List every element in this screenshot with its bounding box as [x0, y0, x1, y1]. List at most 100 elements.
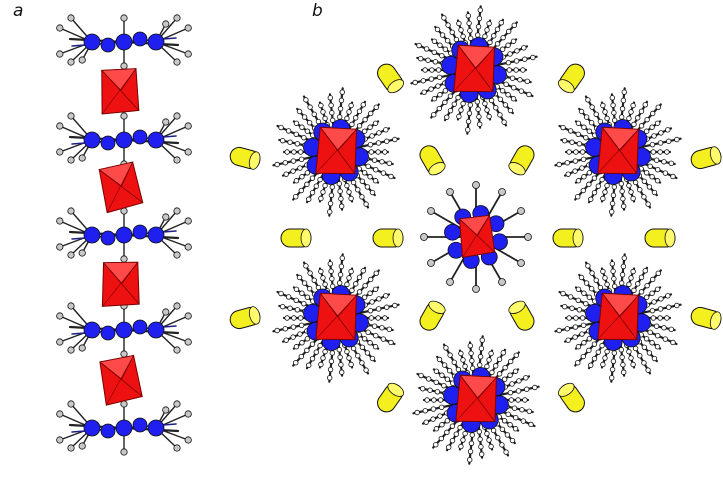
hydrogen-atom: [287, 305, 293, 311]
octahedron-edge: [98, 169, 144, 204]
hydrogen-atom: [416, 42, 422, 49]
nitrogen-atom: [83, 33, 101, 51]
hydrogen-atom: [573, 315, 579, 321]
counterion-end: [248, 306, 261, 325]
hydrogen-atom: [303, 263, 309, 269]
hydrogen-atom: [641, 360, 647, 366]
hydrogen-atom: [375, 140, 382, 146]
hydrogen-atom: [309, 189, 316, 196]
hydrogen-atom: [368, 149, 375, 155]
hydrogen-atom: [430, 406, 437, 412]
hydrogen-atom: [467, 35, 474, 41]
hydrogen-atom: [647, 329, 653, 336]
hydrogen-atom: [441, 362, 448, 368]
nitrogen-atom: [147, 33, 165, 51]
hydrogen-atom: [645, 201, 651, 207]
counterion-end: [387, 382, 405, 397]
hydrogen-atom: [296, 108, 303, 115]
hydrogen-atom: [649, 110, 656, 117]
hydrogen-atom: [433, 426, 440, 432]
hydrogen-atom: [184, 436, 192, 444]
hydrogen-atom: [458, 350, 464, 357]
counterion-cylinder: [690, 146, 722, 170]
hydrogen-atom: [320, 189, 326, 195]
hydrogen-atom: [493, 363, 499, 369]
hydrogen-atom: [602, 355, 608, 361]
hydrogen-atom: [585, 97, 591, 103]
hydrogen-atom: [355, 186, 361, 193]
hydrogen-atom: [356, 108, 363, 115]
hydrogen-atom: [498, 188, 506, 196]
nitrogen-atom: [83, 321, 101, 339]
hydrogen-atom: [460, 357, 466, 363]
hydrogen-atom: [56, 217, 64, 225]
hydrogen-atom: [380, 170, 387, 176]
hydrogen-atom: [328, 102, 334, 108]
counterion-end: [392, 228, 404, 248]
hydrogen-atom: [626, 182, 632, 189]
hydrogen-atom: [657, 315, 663, 321]
hydrogen-atom: [337, 106, 344, 112]
hydrogen-atom: [284, 149, 290, 155]
metal-octahedron: [453, 44, 496, 93]
hydrogen-atom: [361, 170, 368, 176]
hydrogen-atom: [368, 315, 375, 321]
hydrogen-atom: [436, 356, 443, 363]
hydrogen-atom: [322, 115, 328, 122]
hydrogen-atom: [472, 181, 480, 189]
hydrogen-atom: [422, 408, 428, 414]
hydrogen-atom: [336, 181, 343, 187]
hydrogen-atom: [329, 110, 335, 116]
hydrogen-atom: [67, 251, 75, 259]
hydrogen-atom: [649, 276, 656, 283]
hydrogen-atom: [344, 281, 350, 288]
hydrogen-atom: [670, 339, 676, 346]
hydrogen-atom: [476, 362, 483, 368]
hydrogen-atom: [630, 361, 636, 368]
hydrogen-atom: [290, 334, 296, 340]
hydrogen-atom: [497, 96, 504, 103]
nitrogen-atom: [115, 419, 133, 437]
hydrogen-atom: [425, 376, 432, 382]
hydrogen-atom: [522, 56, 528, 62]
hydrogen-atom: [583, 134, 589, 141]
hydrogen-atom: [437, 397, 444, 403]
hydrogen-atom: [420, 233, 428, 241]
hydrogen-atom: [278, 124, 284, 131]
nitrogen-atom: [100, 325, 116, 341]
hydrogen-atom: [589, 104, 595, 110]
hydrogen-atom: [599, 176, 605, 183]
hydrogen-atom: [560, 124, 566, 131]
metal-octahedron: [98, 354, 143, 406]
hydrogen-atom: [626, 281, 632, 288]
nitrogen-atom: [147, 321, 165, 339]
hydrogen-atom: [556, 161, 562, 168]
hydrogen-atom: [429, 67, 435, 73]
nitrogen-atom: [147, 226, 165, 244]
hydrogen-atom: [375, 315, 381, 321]
hydrogen-atom: [382, 149, 388, 155]
hydrogen-atom: [487, 39, 493, 46]
hydrogen-atom: [120, 350, 128, 358]
hydrogen-atom: [505, 92, 511, 98]
hydrogen-atom: [446, 188, 454, 196]
hydrogen-atom: [306, 362, 312, 368]
hydrogen-atom: [586, 347, 592, 354]
hydrogen-atom: [631, 287, 637, 294]
octahedron-edge: [453, 46, 495, 92]
hydrogen-atom: [635, 281, 641, 287]
octahedron-edge: [101, 69, 140, 111]
hydrogen-atom: [507, 372, 513, 378]
hydrogen-atom: [579, 331, 585, 337]
counterion-end: [508, 300, 526, 314]
hydrogen-atom: [442, 88, 449, 94]
hydrogen-atom: [508, 397, 515, 403]
hydrogen-atom: [294, 141, 301, 147]
hydrogen-atom: [469, 365, 476, 371]
hydrogen-atom: [317, 342, 323, 349]
octahedron-edge: [319, 292, 356, 341]
hydrogen-atom: [642, 268, 648, 274]
hydrogen-atom: [431, 397, 437, 403]
hydrogen-atom: [301, 114, 308, 120]
hydrogen-atom: [486, 20, 492, 27]
